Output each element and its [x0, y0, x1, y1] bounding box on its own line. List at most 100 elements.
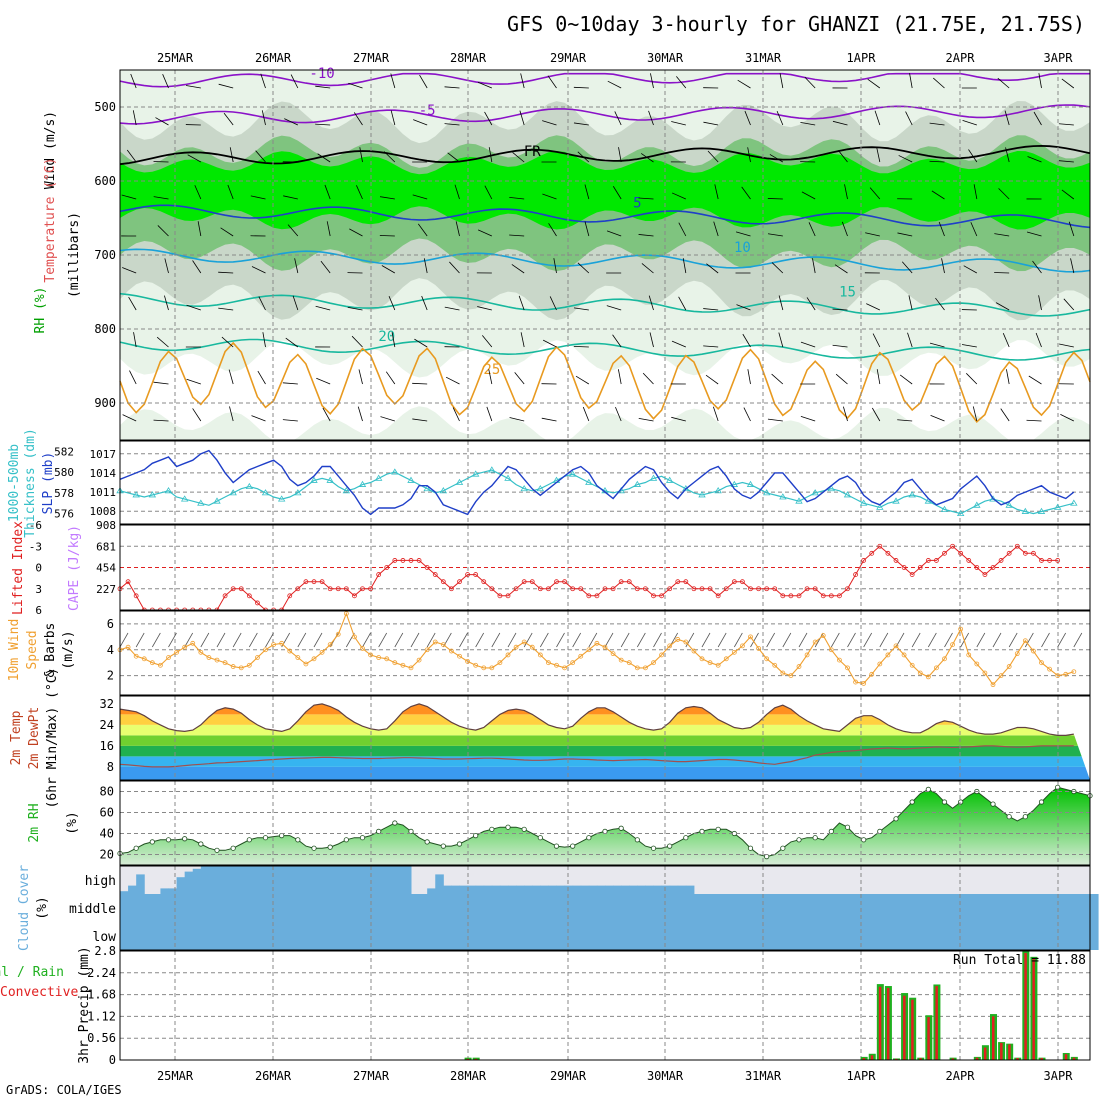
cloud-bar	[499, 894, 509, 922]
wind-barb	[232, 632, 242, 648]
cloud-bar	[637, 885, 646, 894]
wind-marker	[440, 642, 446, 647]
date-label-top: 3APR	[1044, 51, 1074, 65]
lifted-marker	[707, 586, 713, 592]
wind-barb	[221, 336, 234, 348]
precip-conv-bar	[862, 1058, 866, 1060]
precip-label-3: 3hr Precip (mm)	[77, 946, 92, 1063]
wind-barb	[192, 408, 202, 422]
wind-barb	[121, 194, 137, 200]
rh-marker	[941, 799, 948, 805]
cloud-bar	[928, 922, 937, 950]
wind-barb	[935, 297, 945, 311]
lifted-marker	[408, 558, 414, 563]
wind-marker	[360, 646, 365, 651]
wind-marker	[1047, 666, 1052, 672]
wind-barb	[391, 332, 396, 348]
wind-marker	[376, 655, 382, 660]
wind-barb	[997, 77, 1010, 89]
wind-barb	[1028, 375, 1042, 385]
thickness-line	[119, 469, 1074, 515]
cloud-bar	[564, 894, 574, 922]
cloud-bar	[807, 922, 816, 950]
precip-tick: 2.24	[87, 966, 116, 980]
wind-barb	[638, 417, 654, 422]
wind-barb	[779, 73, 784, 89]
temp-label-3: (6hr Min/Max) (°C)	[45, 668, 60, 809]
lifted-label: Lifted Index	[11, 521, 26, 615]
wind-marker	[166, 655, 171, 660]
wind-marker	[352, 634, 357, 640]
cloud-bar	[1017, 922, 1026, 950]
cloud-bar	[435, 922, 444, 950]
wind-barb	[168, 632, 177, 648]
wind-marker	[554, 662, 559, 668]
precip-conv-bar	[1040, 1058, 1043, 1060]
cloud-bar	[855, 922, 865, 950]
lifted-marker	[667, 586, 673, 592]
slp-label: SLP (mb)	[41, 452, 56, 515]
slp-tick: 1017	[90, 448, 117, 461]
rh-marker	[780, 845, 786, 851]
cloud-bar	[774, 894, 784, 922]
precip-conv-bar	[886, 987, 890, 1060]
panel-frame	[119, 780, 1091, 866]
precip-conv-bar	[927, 1017, 930, 1060]
cloud-bar	[645, 922, 654, 950]
wind-barb	[129, 370, 137, 385]
cloud-bar	[192, 894, 202, 922]
wind-marker	[303, 661, 309, 667]
cloud-bar	[524, 922, 533, 950]
cloud-bar	[297, 922, 307, 950]
cloud-bar	[993, 894, 1002, 922]
slp-tick: 1014	[90, 467, 117, 480]
cloud-bar	[556, 885, 566, 894]
lifted-marker	[780, 593, 786, 599]
date-label-top: 31MAR	[745, 51, 782, 65]
cloud-bar	[386, 922, 396, 950]
wind-marker	[546, 660, 551, 666]
cloud-bar	[936, 894, 945, 922]
lifted-marker	[343, 586, 349, 592]
thickness-marker	[358, 480, 367, 487]
lifted-marker	[788, 593, 794, 599]
wind-barb	[648, 110, 654, 126]
rh-marker	[699, 828, 705, 835]
date-label-bottom: 27MAR	[353, 1069, 390, 1083]
wind-barb	[650, 73, 654, 89]
wind-barb	[927, 632, 937, 648]
wind-marker	[149, 660, 155, 666]
thickness-marker	[197, 499, 205, 506]
wind-barb	[736, 304, 751, 311]
wind-marker	[869, 671, 875, 677]
wind-barb	[1033, 111, 1042, 126]
profile-ytick: 600	[94, 174, 116, 188]
cloud-bar	[1057, 894, 1067, 922]
cloud-bar	[225, 894, 234, 922]
wind-marker	[424, 647, 430, 653]
cloud-bar	[613, 922, 622, 950]
wind-barb	[265, 632, 274, 648]
thickness-marker	[1053, 503, 1062, 510]
date-label-top: 27MAR	[353, 51, 390, 65]
lifted-marker	[820, 593, 826, 599]
cloud-bar	[993, 922, 1002, 950]
wind-barb	[876, 369, 881, 385]
cloud-bar	[265, 866, 275, 894]
cloud-bar	[338, 894, 347, 922]
cloud-bar	[257, 922, 266, 950]
date-label-top: 1APR	[847, 51, 877, 65]
wind-barb	[620, 632, 630, 648]
wind-barb	[413, 119, 428, 126]
wind-label-1: 10m Wind	[7, 619, 22, 682]
cloud-bar	[904, 922, 913, 950]
lifted-marker	[691, 586, 697, 592]
cloud-bar	[225, 866, 234, 894]
date-label-top: 28MAR	[450, 51, 487, 65]
wind-barb	[606, 305, 622, 311]
rh-marker	[909, 799, 915, 805]
lifted-marker	[570, 586, 576, 592]
lifted-tick: -3	[29, 540, 42, 553]
cloud-bar	[710, 922, 719, 950]
cloud-bar	[1057, 922, 1067, 950]
